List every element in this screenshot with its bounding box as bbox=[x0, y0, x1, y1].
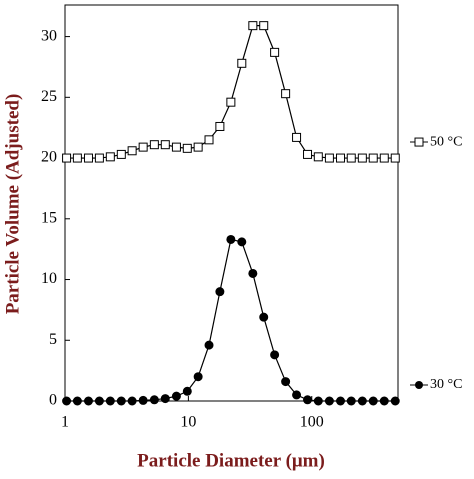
marker bbox=[324, 153, 334, 163]
series-line bbox=[66, 238, 396, 402]
marker bbox=[248, 21, 258, 31]
marker bbox=[237, 237, 247, 247]
marker bbox=[248, 268, 258, 278]
series-line bbox=[66, 25, 396, 159]
marker bbox=[270, 350, 280, 360]
marker bbox=[116, 149, 126, 159]
marker bbox=[336, 396, 346, 406]
marker bbox=[303, 149, 313, 159]
marker bbox=[83, 396, 93, 406]
marker bbox=[193, 142, 203, 152]
marker bbox=[105, 152, 115, 162]
legend-label: 30 °C bbox=[430, 377, 462, 392]
marker bbox=[346, 153, 356, 163]
legend-marker bbox=[414, 137, 424, 147]
marker bbox=[62, 396, 72, 406]
marker bbox=[182, 386, 192, 396]
marker bbox=[83, 153, 93, 163]
marker bbox=[171, 391, 181, 401]
x-tick-label: 100 bbox=[300, 414, 324, 431]
marker bbox=[368, 153, 378, 163]
marker bbox=[226, 234, 236, 244]
marker bbox=[281, 377, 291, 387]
marker bbox=[390, 396, 400, 406]
marker bbox=[138, 395, 148, 405]
marker bbox=[138, 142, 148, 152]
marker bbox=[171, 142, 181, 152]
marker bbox=[94, 153, 104, 163]
marker bbox=[94, 396, 104, 406]
marker bbox=[149, 140, 159, 150]
marker bbox=[324, 396, 334, 406]
marker bbox=[270, 47, 280, 57]
marker bbox=[72, 153, 82, 163]
marker bbox=[357, 396, 367, 406]
y-tick-label: 0 bbox=[49, 392, 57, 409]
marker bbox=[160, 140, 170, 150]
y-tick-label: 10 bbox=[41, 270, 57, 287]
marker bbox=[390, 153, 400, 163]
marker bbox=[292, 132, 302, 142]
marker bbox=[336, 153, 346, 163]
marker bbox=[259, 312, 269, 322]
marker bbox=[127, 146, 137, 156]
marker bbox=[215, 287, 225, 297]
plot-frame bbox=[64, 4, 399, 402]
y-tick-label: 5 bbox=[49, 331, 57, 348]
marker bbox=[116, 396, 126, 406]
marker bbox=[215, 121, 225, 131]
y-tick-label: 25 bbox=[41, 88, 57, 105]
x-tick-label: 1 bbox=[61, 414, 69, 431]
marker bbox=[182, 143, 192, 153]
marker bbox=[313, 396, 323, 406]
x-axis-title: Particle Diameter (μm) bbox=[137, 450, 325, 471]
marker bbox=[368, 396, 378, 406]
marker bbox=[379, 153, 389, 163]
marker bbox=[281, 89, 291, 99]
y-tick-label: 20 bbox=[41, 149, 57, 166]
marker bbox=[204, 135, 214, 145]
marker bbox=[303, 395, 313, 405]
legend-marker bbox=[415, 381, 423, 389]
marker bbox=[62, 153, 72, 163]
y-tick-label: 15 bbox=[41, 209, 57, 226]
x-tick-label: 10 bbox=[180, 414, 196, 431]
marker bbox=[72, 396, 82, 406]
marker bbox=[149, 395, 159, 405]
marker bbox=[226, 97, 236, 107]
marker bbox=[292, 390, 302, 400]
marker bbox=[193, 372, 203, 382]
marker bbox=[346, 396, 356, 406]
marker bbox=[105, 396, 115, 406]
marker bbox=[357, 153, 367, 163]
y-axis-title: Particle Volume (Adjusted) bbox=[2, 94, 23, 315]
marker bbox=[313, 152, 323, 162]
marker bbox=[204, 340, 214, 350]
y-tick-label: 30 bbox=[41, 27, 57, 44]
marker bbox=[160, 394, 170, 404]
marker bbox=[237, 58, 247, 68]
marker bbox=[379, 396, 389, 406]
legend-label: 50 °C bbox=[430, 134, 462, 149]
marker bbox=[127, 396, 137, 406]
marker bbox=[259, 21, 269, 31]
